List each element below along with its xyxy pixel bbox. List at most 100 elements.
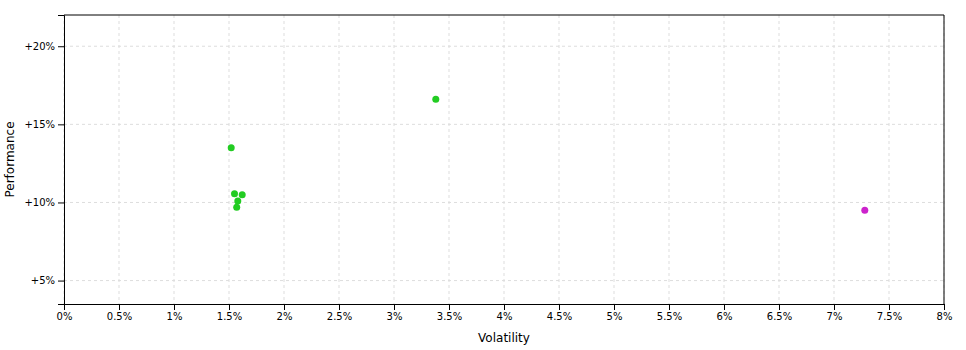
plot-frame-top <box>64 15 944 16</box>
x-tick-label: 7.5% <box>877 311 902 322</box>
x-tick-label: 0% <box>57 311 73 322</box>
y-tick: +10% <box>24 197 64 208</box>
x-tick-mark <box>119 304 120 310</box>
y-tick-label: +20% <box>24 41 55 52</box>
x-tick-label: 1% <box>167 311 183 322</box>
x-grid-line <box>449 15 450 304</box>
x-tick-mark <box>779 304 780 310</box>
x-grid-line <box>889 15 890 304</box>
x-tick-mark <box>284 304 285 310</box>
x-tick: 3.5% <box>437 304 462 322</box>
x-tick-label: 1.5% <box>217 311 242 322</box>
x-tick: 6.5% <box>767 304 792 322</box>
x-tick-mark <box>394 304 395 310</box>
y-axis-title: Performance <box>3 121 17 197</box>
x-tick-mark <box>669 304 670 310</box>
x-tick: 2% <box>277 304 293 322</box>
x-tick-label: 6% <box>717 311 733 322</box>
x-grid-line <box>284 15 285 304</box>
x-tick-mark <box>724 304 725 310</box>
x-grid-line <box>944 15 945 304</box>
x-grid-line <box>614 15 615 304</box>
x-tick: 0.5% <box>107 304 132 322</box>
y-tick-mark <box>58 202 64 203</box>
x-grid-line <box>504 15 505 304</box>
x-tick: 5.5% <box>657 304 682 322</box>
point <box>231 190 238 197</box>
x-tick-label: 5.5% <box>657 311 682 322</box>
x-tick-mark <box>174 304 175 310</box>
x-tick-label: 7% <box>827 311 843 322</box>
y-tick-label: +10% <box>24 197 55 208</box>
x-tick-mark <box>889 304 890 310</box>
series-0 <box>228 96 440 211</box>
y-tick-mark <box>58 124 64 125</box>
x-tick: 6% <box>717 304 733 322</box>
x-grid-line <box>669 15 670 304</box>
y-grid-line <box>64 202 944 203</box>
x-tick-label: 6.5% <box>767 311 792 322</box>
grid <box>64 15 944 304</box>
x-tick-label: 4% <box>497 311 513 322</box>
x-grid-line <box>779 15 780 304</box>
x-tick-mark <box>449 304 450 310</box>
point <box>233 204 240 211</box>
x-tick: 1% <box>167 304 183 322</box>
x-tick-mark <box>944 304 945 310</box>
x-grid-line <box>174 15 175 304</box>
point <box>239 191 246 198</box>
y-tick-label: +5% <box>31 275 55 286</box>
x-axis: 0% 0.5% 1% 1.5% 2% 2.5% 3% 3.5% 4% 4.5% 5% 5.5% 6% 6.… <box>57 304 953 322</box>
y-tick-mark <box>58 281 64 282</box>
point <box>228 144 235 151</box>
x-axis-line <box>65 305 945 311</box>
x-grid-line <box>229 15 230 304</box>
x-tick-label: 5% <box>607 311 623 322</box>
x-tick: 2.5% <box>327 304 352 322</box>
y-grid-line <box>64 124 944 125</box>
x-tick-mark <box>614 304 615 310</box>
x-grid-line <box>119 15 120 304</box>
x-tick: 5% <box>607 304 623 322</box>
chart-svg: 0% 0.5% 1% 1.5% 2% 2.5% 3% 3.5% 4% 4.5% 5% 5.5% 6% 6.… <box>0 0 966 350</box>
point <box>432 96 439 103</box>
y-axis: +5% +10% +15% +20% <box>24 16 64 305</box>
x-grid-line <box>834 15 835 304</box>
y-tick: +5% <box>31 275 64 286</box>
y-axis-line <box>58 16 65 305</box>
x-grid-line <box>339 15 340 304</box>
x-tick-label: 8% <box>937 311 953 322</box>
x-tick: 4% <box>497 304 513 322</box>
x-tick-mark <box>229 304 230 310</box>
x-tick-mark <box>504 304 505 310</box>
x-grid-line <box>724 15 725 304</box>
series-1 <box>861 207 868 214</box>
marks <box>228 96 869 214</box>
x-tick-label: 2.5% <box>327 311 352 322</box>
x-tick: 7% <box>827 304 843 322</box>
x-axis-title: Volatility <box>478 331 530 345</box>
x-tick: 8% <box>937 304 953 322</box>
x-tick: 0% <box>57 304 73 322</box>
y-grid-line <box>64 280 944 281</box>
y-tick: +15% <box>24 119 64 130</box>
point <box>861 207 868 214</box>
x-tick-mark <box>834 304 835 310</box>
x-tick-mark <box>339 304 340 310</box>
y-tick-mark <box>58 46 64 47</box>
point <box>234 197 241 204</box>
y-tick-label: +15% <box>24 119 55 130</box>
x-grid-line <box>394 15 395 304</box>
y-tick: +20% <box>24 41 64 52</box>
x-tick-label: 2% <box>277 311 293 322</box>
x-tick-mark <box>559 304 560 310</box>
x-tick-label: 3.5% <box>437 311 462 322</box>
x-tick: 4.5% <box>547 304 572 322</box>
x-tick-label: 0.5% <box>107 311 132 322</box>
x-tick-label: 4.5% <box>547 311 572 322</box>
x-tick: 1.5% <box>217 304 242 322</box>
plot-frame-right <box>944 15 945 304</box>
y-grid-line <box>64 46 944 47</box>
x-tick-label: 3% <box>387 311 403 322</box>
plot-area: 0% 0.5% 1% 1.5% 2% 2.5% 3% 3.5% 4% 4.5% 5% 5.5% 6% 6.… <box>24 15 952 322</box>
